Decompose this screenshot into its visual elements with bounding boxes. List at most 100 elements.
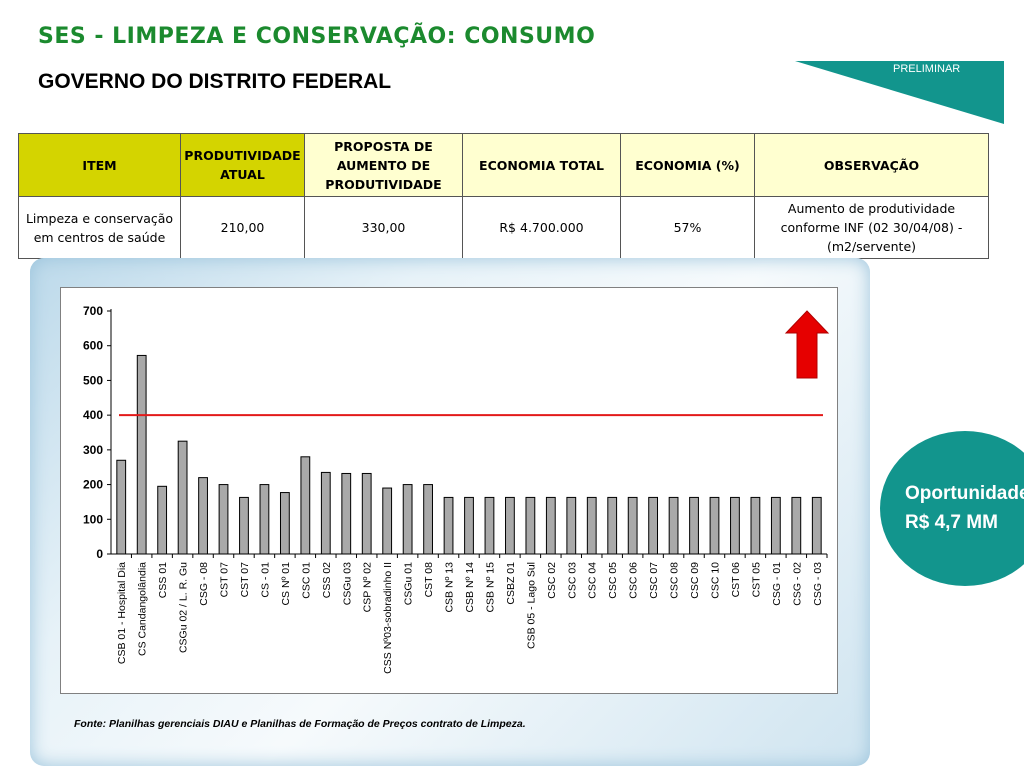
x-tick-label: CSC 03 [566,562,578,599]
bar [157,485,168,555]
y-tick-label: 400 [83,408,103,422]
header-economia-percent: ECONOMIA (%) [620,133,755,197]
y-tick-label: 600 [83,339,103,353]
x-tick-label: CST 08 [423,562,435,598]
bar [402,484,413,555]
bar [566,496,577,555]
page-subtitle: GOVERNO DO DISTRITO FEDERAL [38,70,392,93]
preliminary-banner [795,61,1004,124]
table-header-row: ITEM PRODUTIVIDADE ATUAL PROPOSTA DE AUM… [18,133,989,197]
header-produtividade-atual: PRODUTIVIDADE ATUAL [180,133,305,197]
bar [811,496,822,555]
cell-observacao: Aumento de produtividade conforme INF (0… [754,196,989,259]
bar [545,496,556,555]
x-tick-label: CSP Nº 02 [362,562,374,612]
x-tick-label: CSC 10 [709,562,721,599]
x-tick-label: CST 06 [730,562,742,598]
bar [177,440,188,555]
bar [259,484,270,555]
opportunity-badge [880,431,1024,586]
bar [320,471,331,555]
bar [770,496,781,555]
x-tick-label: CSG - 08 [198,562,210,606]
preliminary-label: PRELIMINAR [893,63,961,75]
bar [443,496,454,555]
y-tick-label: 700 [83,304,103,318]
x-tick-label: CSG - 02 [791,562,803,606]
bar [668,496,679,555]
y-tick-label: 500 [83,373,103,387]
x-tick-label: CSG - 01 [771,562,783,606]
x-tick-label: CST 07 [219,562,231,598]
x-tick-label: CSC 02 [546,562,558,599]
header-item: ITEM [18,133,181,197]
y-tick-label: 300 [83,443,103,457]
x-tick-label: CS - 01 [259,562,271,598]
bar [750,496,761,555]
bar [730,496,740,555]
x-tick-label: CSB Nº 14 [464,562,476,613]
source-note: Fonte: Planilhas gerenciais DIAU e Plani… [74,718,526,730]
bar [279,492,290,555]
summary-table: ITEM PRODUTIVIDADE ATUAL PROPOSTA DE AUM… [18,133,989,259]
cell-economia-total: R$ 4.700.000 [462,196,621,259]
up-arrow-icon [784,310,830,379]
bar [505,496,515,555]
x-tick-label: CSBZ 01 [505,562,517,605]
x-tick-label: CSGu 03 [341,562,353,605]
x-tick-label: CSGu 02 / L. R. Gu [178,562,190,653]
bar [464,496,474,555]
bar [586,496,597,555]
bar [648,496,659,555]
cell-economia-percent: 57% [620,196,755,259]
bar [341,472,352,555]
x-tick-label: CST 05 [750,562,762,598]
bar [136,354,147,555]
bar [791,496,802,555]
x-tick-label: CSC 04 [587,562,599,599]
x-tick-label: CSC 01 [300,562,312,599]
y-tick-label: 0 [96,547,103,561]
opportunity-value: R$ 4,7 MM [905,512,998,533]
bar [361,472,372,555]
x-tick-label: CS Candangolândia [137,562,149,656]
bar [116,459,127,555]
cell-item: Limpeza e conservação em centros de saúd… [18,196,181,259]
chart-panel: 0 100 200 300 400 500 600 700 CSB 01 - Hospital … [60,287,838,694]
bar [239,496,249,555]
x-tick-label: CSGu 01 [403,562,415,605]
x-tick-label: CSS 02 [321,562,333,598]
bar [423,484,433,555]
x-tick-label: CSB Nº 13 [444,562,456,613]
x-tick-label: CSS Nº03-sobradinho II [382,562,394,674]
x-tick-label: CSB 05 - Lago Sul [525,562,537,649]
bar [607,496,618,555]
x-tick-label: CSC 08 [669,562,681,599]
x-tick-label: CSC 06 [628,562,640,599]
x-tick-label: CSC 05 [607,562,619,599]
header-economia-total: ECONOMIA TOTAL [462,133,621,197]
bar-chart: 0 100 200 300 400 500 600 700 CSB 01 - Hospital … [83,304,830,674]
bar [218,484,229,555]
bar [300,456,311,555]
x-tick-label: CSG - 03 [812,562,824,606]
header-proposta: PROPOSTA DE AUMENTO DE PRODUTIVIDADE [304,133,463,197]
bar [382,487,393,555]
x-tick-label: CSS 01 [157,562,169,598]
page-title: SES - LIMPEZA E CONSERVAÇÃO: CONSUMO [38,24,596,49]
x-tick-label: CSB Nº 15 [484,562,496,613]
bar [689,496,699,555]
y-tick-label: 200 [83,478,103,492]
bar [525,496,536,555]
x-tick-label: CSB 01 - Hospital Dia [116,562,128,664]
x-tick-label: CSC 07 [648,562,660,599]
bar [198,477,208,555]
x-tick-label: CST 07 [239,562,251,598]
cell-proposta: 330,00 [304,196,463,259]
header-observacao: OBSERVAÇÃO [754,133,989,197]
cell-produtividade-atual: 210,00 [180,196,305,259]
table-row: Limpeza e conservação em centros de saúd… [18,196,989,259]
x-tick-label: CSC 09 [689,562,701,599]
x-tick-label: CS Nº 01 [280,562,292,606]
y-tick-label: 100 [83,512,103,526]
